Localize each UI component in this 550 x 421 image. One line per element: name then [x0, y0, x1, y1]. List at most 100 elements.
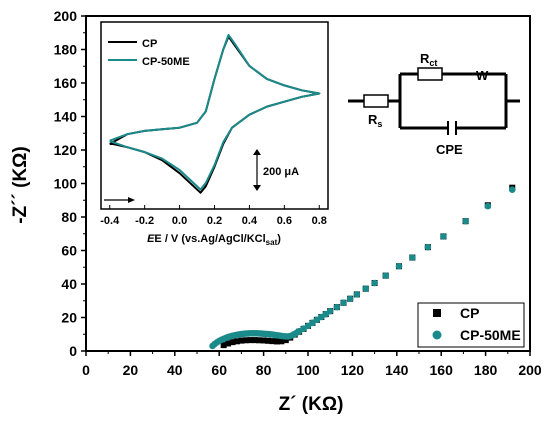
data-point-cp50me — [424, 243, 432, 251]
data-point-cp50me — [362, 285, 370, 292]
data-point-cp — [225, 340, 232, 347]
inset-legend-label-cp50me: CP-50ME — [142, 56, 190, 68]
data-point-cp50me — [484, 202, 492, 210]
x-tick-label: 120 — [341, 362, 365, 378]
y-tick-label: 100 — [54, 176, 78, 192]
circuit-labels: Rs Rct W CPE — [368, 51, 489, 157]
inset-x-tick-label: 0.6 — [277, 215, 292, 227]
data-point-cp50me — [340, 299, 347, 307]
x-tick-label: 200 — [518, 362, 542, 378]
inset-x-tick-label: 0.4 — [242, 215, 258, 227]
legend-label-cp50me: CP-50ME — [460, 327, 521, 343]
x-tick-label: 160 — [430, 362, 454, 378]
inset-curves — [109, 34, 321, 194]
data-point-cp50me — [326, 307, 334, 315]
data-point-cp — [238, 337, 245, 344]
y-tick-label: 60 — [61, 243, 77, 259]
inset-x-tick-label: 0.0 — [172, 215, 187, 227]
data-point-cp50me — [371, 279, 378, 287]
data-point-cp50me — [353, 291, 361, 298]
y-tick-label: 0 — [69, 343, 77, 359]
main-data-points — [209, 184, 516, 350]
x-tick-label: 180 — [474, 362, 498, 378]
main-x-ticks: 0 20 40 60 80 100 120 140 160 180 200 — [82, 351, 542, 378]
rs-label: Rs — [368, 112, 382, 129]
cv-inset-plot: -0.4 -0.2 0.0 0.2 0.4 0.6 0.8 CP CP-50ME 200 μ… — [100, 21, 329, 247]
data-point-cp — [242, 337, 249, 344]
data-point-cp — [220, 342, 227, 349]
x-tick-label: 100 — [296, 362, 320, 378]
inset-scale-bar: 200 μA — [253, 149, 299, 191]
cpe-label: CPE — [436, 142, 463, 157]
inset-x-label-sub: sat — [266, 238, 278, 247]
rs-label-main: R — [368, 112, 378, 127]
y-tick-label: 20 — [61, 310, 77, 326]
resistor-rct — [417, 67, 443, 81]
inset-x-label-e: E — [147, 233, 155, 245]
data-point-cp50me — [409, 254, 416, 261]
main-y-ticks: 0 20 40 60 80 100 120 140 160 180 200 — [54, 8, 86, 359]
data-point-cp50me — [440, 233, 447, 240]
inset-x-tick-label: -0.4 — [100, 215, 120, 227]
main-y-axis-label: -Z´´ (KΩ) — [10, 146, 31, 223]
scale-bar-label: 200 μA — [263, 166, 299, 178]
x-tick-label: 20 — [123, 362, 139, 378]
data-point-cp — [273, 338, 280, 345]
data-point-cp50me — [333, 303, 341, 311]
x-tick-label: 40 — [167, 362, 183, 378]
legend-label-cp: CP — [460, 305, 479, 321]
data-point-cp — [247, 337, 254, 344]
data-point-cp — [278, 338, 285, 345]
rct-label-sub: ct — [429, 58, 437, 68]
data-point-cp50me — [395, 262, 403, 270]
data-point-cp — [229, 339, 236, 346]
y-tick-label: 120 — [54, 142, 78, 158]
data-point-cp — [260, 337, 267, 344]
data-point-cp50me — [462, 217, 469, 225]
data-point-cp50me — [508, 186, 516, 193]
inset-x-label-end: ) — [277, 233, 281, 245]
y-tick-label: 160 — [54, 75, 78, 91]
inset-x-ticks: -0.4 -0.2 0.0 0.2 0.4 0.6 0.8 — [100, 205, 327, 227]
rct-label: Rct — [420, 51, 437, 68]
data-point-cp — [282, 337, 289, 344]
x-tick-label: 140 — [385, 362, 409, 378]
data-point-cp50me — [382, 272, 390, 279]
y-tick-label: 40 — [61, 276, 77, 292]
data-point-cp — [265, 337, 272, 344]
rct-label-main: R — [420, 51, 430, 66]
x-tick-label: 60 — [211, 362, 227, 378]
x-tick-label: 0 — [82, 362, 90, 378]
main-legend: CP CP-50ME — [417, 302, 525, 348]
scale-bar-arrow-up — [253, 149, 261, 155]
data-point-cp — [269, 338, 276, 345]
data-point-cp — [233, 338, 240, 345]
legend-marker-cp50me — [432, 330, 442, 340]
y-tick-label: 200 — [54, 8, 78, 24]
inset-x-tick-label: -0.2 — [135, 215, 154, 227]
inset-frame — [100, 21, 329, 210]
data-point-cp50me — [346, 295, 354, 303]
inset-x-label-main: E / V (vs.Ag/AgCl/KCl — [154, 233, 265, 245]
cv-curve-cp50me — [109, 34, 321, 191]
equivalent-circuit — [348, 67, 520, 135]
inset-x-tick-label: 0.2 — [207, 215, 222, 227]
resistor-rs — [363, 94, 389, 108]
inset-x-axis-label: EE / V (vs.Ag/AgCl/KClsat) — [147, 233, 281, 247]
y-tick-label: 180 — [54, 42, 78, 58]
legend-marker-cp — [433, 309, 441, 317]
inset-x-tick-label: 0.8 — [312, 215, 327, 227]
data-point-cp — [256, 337, 263, 344]
y-tick-label: 140 — [54, 109, 78, 125]
inset-legend-label-cp: CP — [142, 38, 157, 50]
main-x-axis-label: Z´ (KΩ) — [279, 394, 344, 415]
inset-legend: CP CP-50ME — [108, 38, 190, 68]
w-label: W — [476, 68, 489, 83]
rs-label-sub: s — [377, 119, 382, 129]
scan-direction-arrow — [104, 197, 135, 203]
x-tick-label: 80 — [256, 362, 272, 378]
nyquist-plot: 0 20 40 60 80 100 120 140 160 180 200 0 20 40 60 80 100… — [10, 8, 542, 415]
data-point-cp — [251, 337, 258, 344]
y-tick-label: 80 — [61, 209, 77, 225]
